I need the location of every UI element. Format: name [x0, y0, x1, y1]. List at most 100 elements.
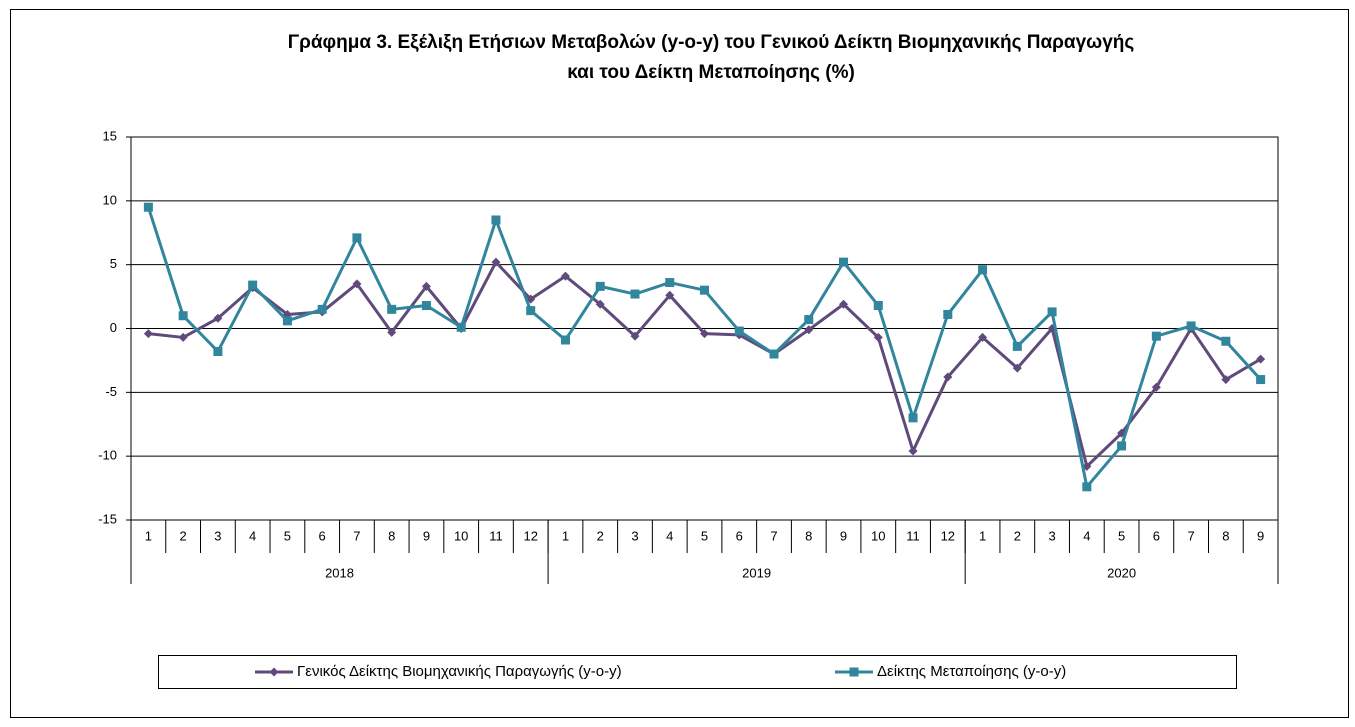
x-tick-label: 3 [1048, 528, 1055, 543]
marker [282, 316, 292, 326]
marker [873, 301, 883, 311]
x-tick-label: 1 [562, 528, 569, 543]
marker [700, 329, 709, 339]
marker [839, 299, 849, 309]
marker [213, 346, 223, 356]
marker [560, 271, 570, 281]
marker [1186, 321, 1196, 331]
marker [178, 311, 188, 321]
marker [143, 329, 153, 339]
marker [978, 265, 988, 275]
x-tick-label: 11 [489, 528, 503, 543]
x-tick-label: 11 [906, 528, 920, 543]
marker [387, 304, 397, 314]
marker [491, 215, 501, 225]
x-tick-label: 6 [736, 528, 743, 543]
x-group-label: 2018 [325, 565, 354, 580]
x-tick-label: 9 [1257, 528, 1264, 543]
marker [804, 325, 814, 335]
marker [978, 332, 988, 342]
marker [1082, 482, 1092, 492]
marker [630, 331, 640, 341]
marker [1151, 331, 1161, 341]
x-tick-label: 1 [145, 528, 152, 543]
marker [665, 278, 675, 288]
y-tick-label: 0 [110, 320, 117, 335]
y-tick-label: -15 [98, 511, 117, 526]
marker [943, 372, 953, 382]
x-tick-label: 7 [770, 528, 777, 543]
x-group-label: 2019 [742, 565, 771, 580]
marker [665, 290, 675, 300]
marker [1221, 336, 1231, 346]
marker [1151, 382, 1161, 392]
x-tick-label: 6 [1153, 528, 1160, 543]
marker [352, 233, 362, 243]
marker [317, 304, 327, 314]
marker [526, 306, 536, 316]
y-tick-label: 15 [103, 128, 117, 143]
marker [700, 285, 709, 295]
marker [1256, 354, 1266, 364]
x-tick-label: 4 [666, 528, 673, 543]
marker [595, 299, 605, 309]
marker [769, 349, 779, 359]
x-tick-label: 5 [701, 528, 708, 543]
marker [421, 301, 431, 311]
x-tick-label: 5 [1118, 528, 1125, 543]
legend-marker [849, 667, 859, 677]
marker [560, 335, 570, 345]
chart-border [10, 9, 1349, 718]
x-tick-label: 6 [319, 528, 326, 543]
x-tick-label: 2 [180, 528, 187, 543]
y-tick-label: -10 [98, 448, 117, 463]
marker [248, 280, 258, 290]
x-tick-label: 7 [1187, 528, 1194, 543]
x-tick-label: 3 [631, 528, 638, 543]
marker [1012, 341, 1022, 351]
marker [804, 315, 814, 325]
x-tick-label: 2 [1014, 528, 1021, 543]
x-group-label: 2020 [1107, 565, 1136, 580]
marker [1117, 441, 1127, 451]
x-tick-label: 12 [941, 528, 955, 543]
x-tick-label: 3 [214, 528, 221, 543]
marker [1012, 363, 1022, 373]
x-tick-label: 1 [979, 528, 986, 543]
x-tick-label: 8 [1222, 528, 1229, 543]
x-tick-label: 9 [840, 528, 847, 543]
x-tick-label: 7 [353, 528, 360, 543]
chart-title: και του Δείκτη Μεταποίησης (%) [567, 62, 855, 83]
marker [421, 281, 431, 291]
x-tick-label: 12 [523, 528, 537, 543]
marker [456, 322, 466, 332]
chart-title: Γράφημα 3. Εξέλιξη Ετήσιων Μεταβολών (y-… [288, 32, 1135, 53]
x-tick-label: 8 [388, 528, 395, 543]
marker [491, 257, 501, 267]
y-tick-label: 5 [110, 256, 117, 271]
marker [352, 279, 362, 289]
y-tick-label: 10 [103, 192, 117, 207]
legend-label: Γενικός Δείκτης Βιομηχανικής Παραγωγής (… [297, 663, 622, 680]
legend [158, 655, 1237, 689]
marker [178, 332, 188, 342]
marker [1256, 375, 1266, 385]
marker [908, 446, 918, 456]
marker [908, 413, 918, 423]
x-tick-label: 8 [805, 528, 812, 543]
marker [873, 332, 883, 342]
marker [387, 327, 397, 337]
marker [143, 202, 153, 212]
marker [1047, 307, 1057, 317]
marker [595, 281, 605, 291]
legend-label: Δείκτης Μεταποίησης (y-o-y) [877, 663, 1066, 680]
marker [734, 326, 744, 336]
x-tick-label: 5 [284, 528, 291, 543]
marker [839, 257, 849, 267]
x-tick-label: 10 [871, 528, 885, 543]
marker [1221, 375, 1231, 385]
x-tick-label: 2 [597, 528, 604, 543]
x-tick-label: 4 [1083, 528, 1090, 543]
x-tick-label: 9 [423, 528, 430, 543]
